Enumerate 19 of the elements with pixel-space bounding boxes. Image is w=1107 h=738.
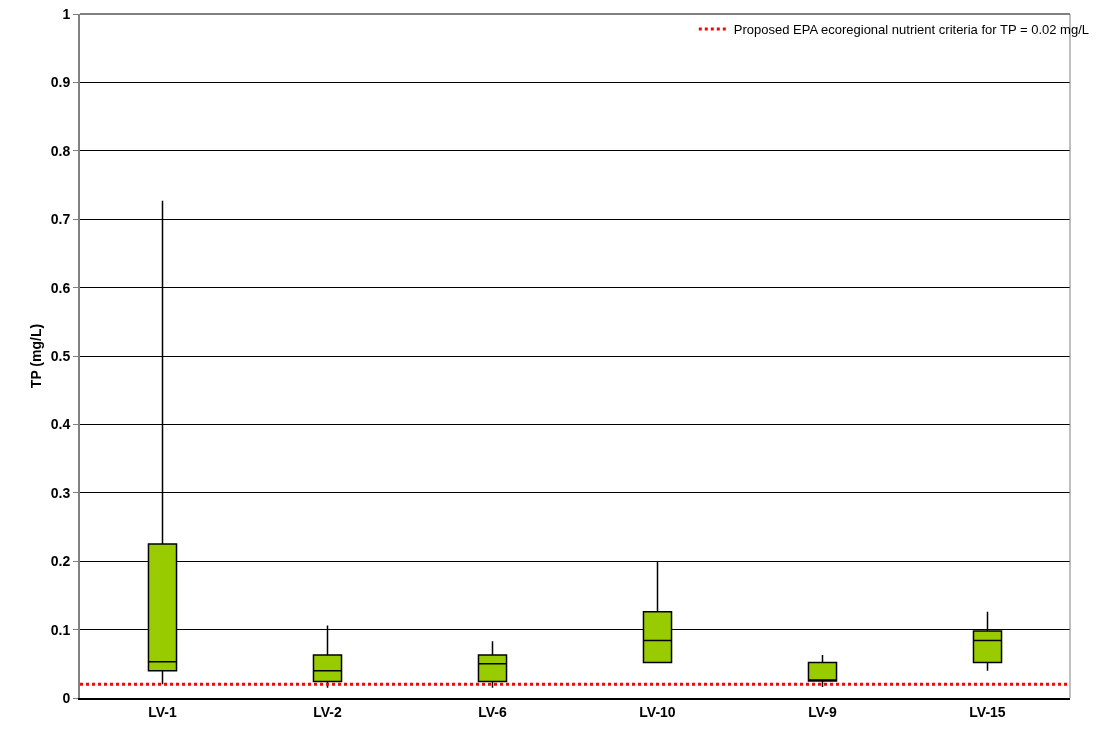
y-tick-label: 0.3 [50,484,71,501]
y-tick-label: 0.8 [50,142,71,159]
y-tick-label: 1 [62,5,71,22]
y-axis-title: TP (mg/L) [28,323,44,389]
y-tick-label: 0.1 [50,621,71,638]
y-tick-label: 0.6 [50,279,71,296]
x-tick-label: LV-6 [478,703,507,720]
y-tick-label: 0.2 [50,553,71,570]
y-tick-label: 0 [62,689,71,706]
y-tick-label: 0.4 [50,416,71,433]
y-tick-label: 0.7 [50,211,71,228]
x-tick-label: LV-1 [148,703,177,720]
y-tick-label: 0.5 [50,347,71,364]
x-tick-label: LV-9 [808,703,837,720]
x-tick-label: LV-15 [969,703,1006,720]
x-tick-label: LV-10 [639,703,676,720]
legend-label: Proposed EPA ecoregional nutrient criteria for TP = 0.02 mg/L [733,22,1089,38]
y-tick-label: 0.9 [50,74,71,91]
x-tick-label: LV-2 [313,703,342,720]
